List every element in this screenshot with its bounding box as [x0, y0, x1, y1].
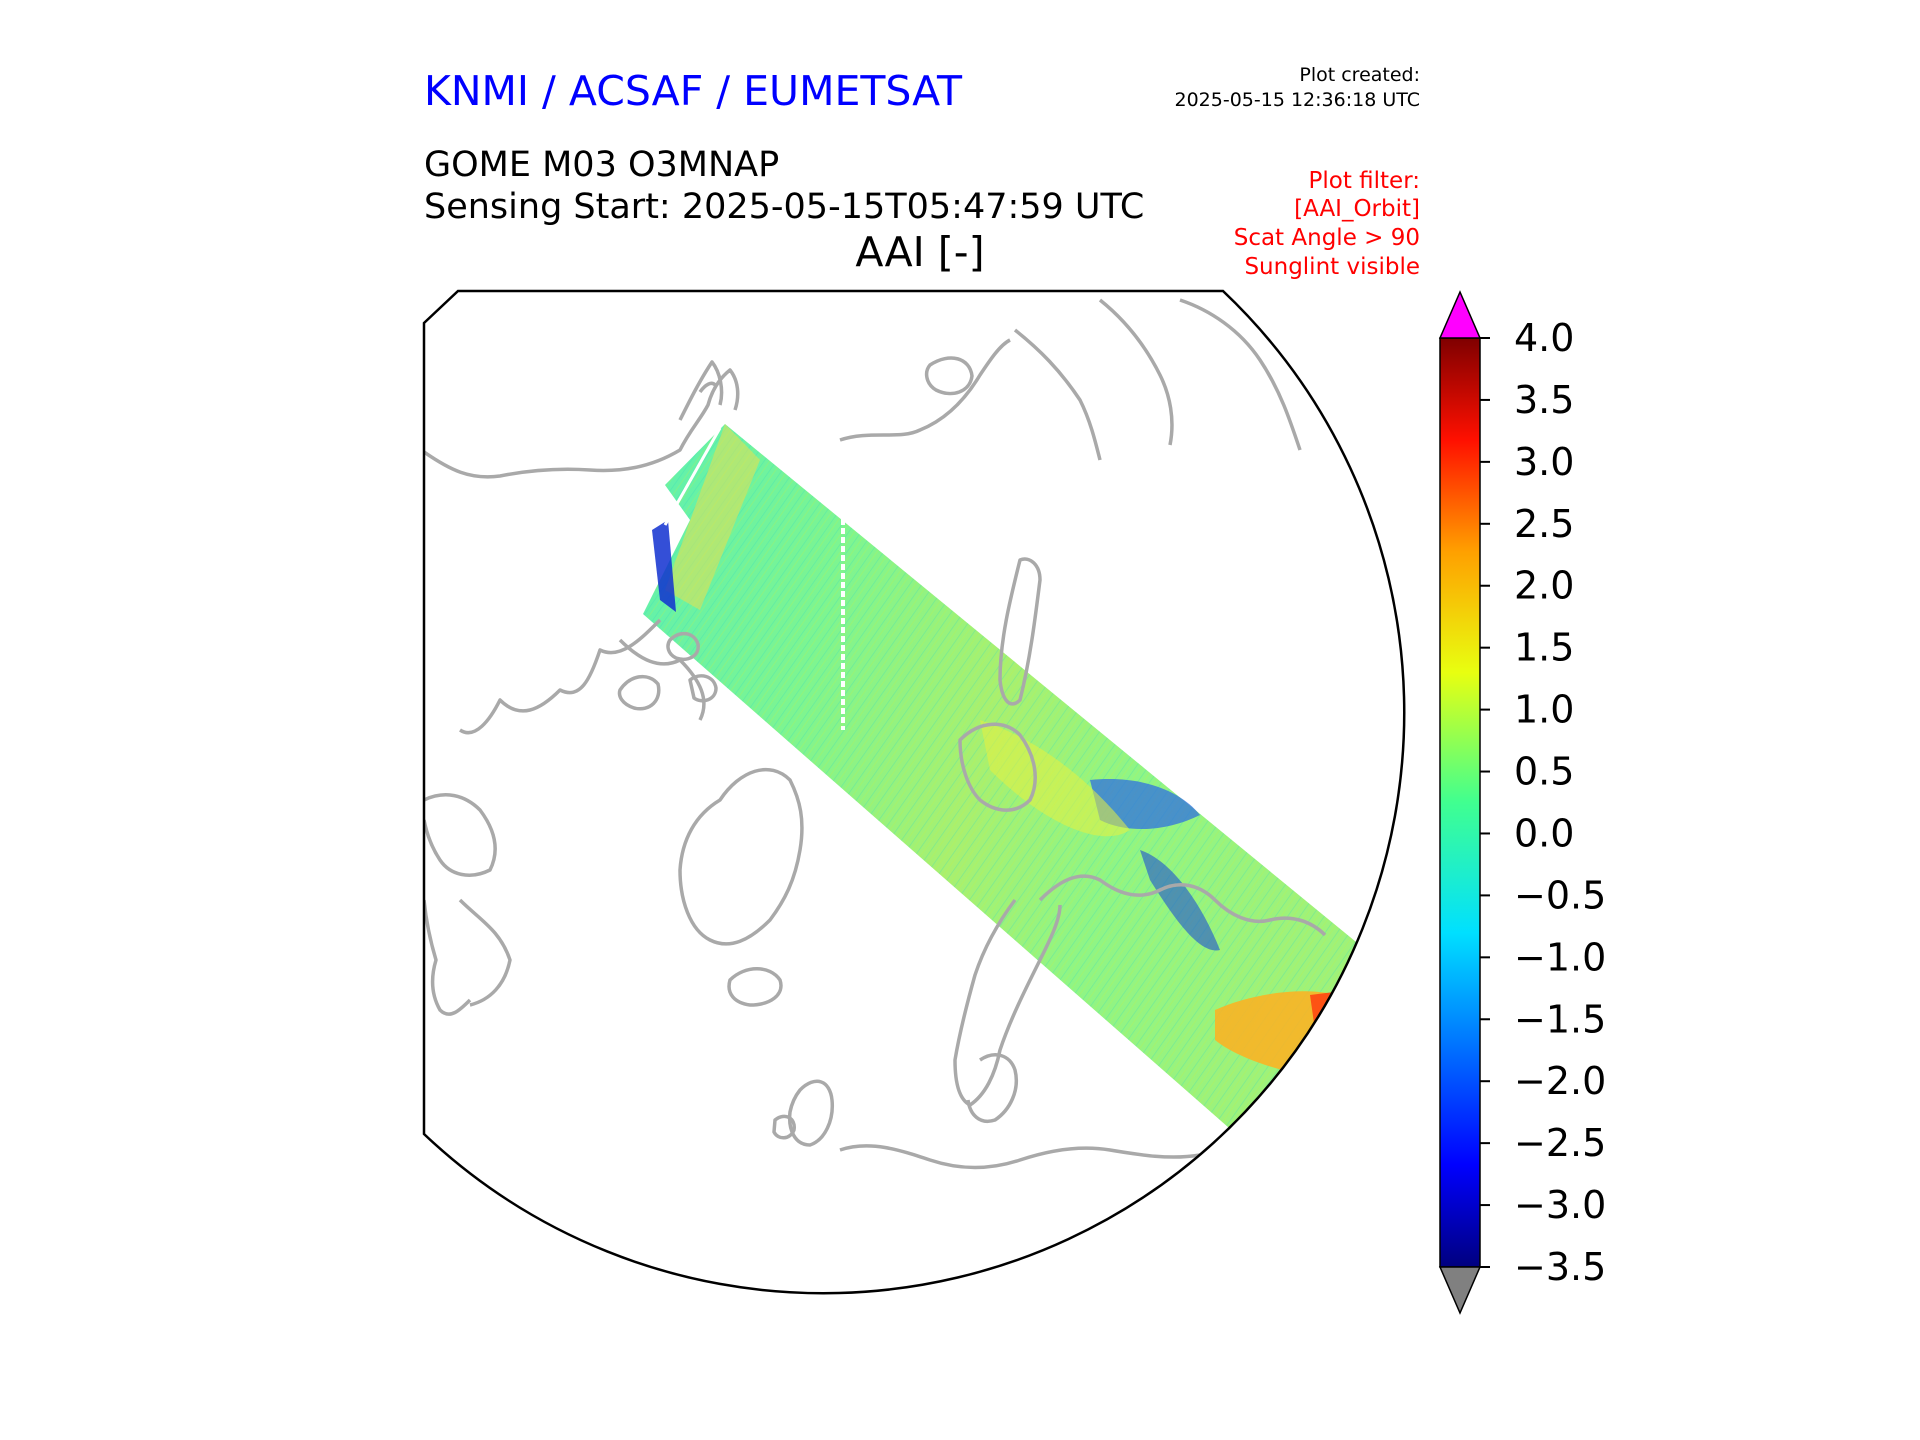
colorbar: 4.0 3.5 3.0 2.5 2.0 1.5 1.0 0.5 0.0 −0.5 −1.0 −1.5 −… — [1438, 290, 1606, 1315]
swath-yellow-patch — [980, 720, 1130, 837]
coastline-okhotsk — [1179, 298, 1302, 451]
swath-west-edge-strip — [665, 424, 760, 610]
colorbar-tick-label: 1.0 — [1514, 688, 1574, 732]
colorbar-over-extension — [1438, 290, 1482, 339]
coastline-taymyr — [958, 722, 1037, 812]
swath-edge-gap-line — [663, 427, 722, 526]
colorbar-tick-label: 4.0 — [1514, 316, 1574, 360]
plot-created-label: Plot created: — [1299, 64, 1420, 86]
chart-title: AAI [-] — [855, 228, 985, 276]
coastline-iceland — [727, 967, 783, 1007]
colorbar-tick-label: 0.0 — [1514, 811, 1574, 855]
colorbar-tick-label: 3.5 — [1514, 378, 1574, 422]
colorbar-tick-label: −2.5 — [1514, 1121, 1606, 1165]
coastline-kamchatka — [1098, 298, 1174, 446]
swath-blue-patch-2 — [1140, 850, 1220, 951]
coastline-siberia-east — [839, 338, 1011, 442]
coastline-north-america-west — [424, 368, 740, 479]
plot-filter-sunglint: Sunglint visible — [1244, 254, 1420, 280]
coastline-baltic — [966, 1053, 1018, 1123]
coastline-siberian-islands — [924, 356, 974, 396]
organization-title: KNMI / ACSAF / EUMETSAT — [424, 67, 963, 115]
colorbar-tick-label: −2.0 — [1514, 1059, 1606, 1103]
colorbar-tick-label: −1.5 — [1514, 997, 1606, 1041]
coastline-hudson-region — [424, 793, 512, 1007]
colorbar-tick-label: −1.0 — [1514, 935, 1606, 979]
colorbar-under-extension — [1438, 1266, 1482, 1315]
swath-west-edge-low-values — [652, 520, 676, 612]
colorbar-ticks: 4.0 3.5 3.0 2.5 2.0 1.5 1.0 0.5 0.0 −0.5 −1.0 −1.5 −… — [1480, 316, 1606, 1289]
colorbar-tick-label: 1.5 — [1514, 626, 1574, 670]
colorbar-tick-label: −0.5 — [1514, 873, 1606, 917]
plot-filter-scat-angle: Scat Angle > 90 — [1233, 225, 1420, 251]
colorbar-gradient — [1439, 337, 1481, 1268]
colorbar-tick-label: 0.5 — [1514, 750, 1574, 794]
coastline-chukotka — [1013, 328, 1102, 461]
map-area — [424, 291, 1405, 1294]
colorbar-tick-label: 3.0 — [1514, 440, 1574, 484]
plot-filter-orbit: [AAI_Orbit] — [1294, 196, 1420, 222]
map-boundary — [422, 289, 1406, 1295]
aai-swath — [643, 424, 1378, 1142]
coastline-labrador — [424, 899, 472, 1016]
sensing-start: Sensing Start: 2025-05-15T05:47:59 UTC — [424, 187, 1145, 227]
coastline-greenland — [678, 768, 804, 946]
coastline-alaska — [678, 360, 724, 421]
colorbar-tick-label: 2.0 — [1514, 564, 1574, 608]
plot-filter-label: Plot filter: — [1308, 168, 1420, 194]
colorbar-tick-label: −3.0 — [1514, 1183, 1606, 1227]
coastline-canadian-islands — [617, 631, 718, 711]
product-title: GOME M03 O3MNAP — [424, 145, 780, 185]
colorbar-tick-label: 2.5 — [1514, 502, 1574, 546]
plot-created-timestamp: 2025-05-15 12:36:18 UTC — [1174, 89, 1421, 111]
coastlines — [424, 298, 1327, 1170]
coastline-novaya-zemlya — [998, 557, 1042, 706]
colorbar-tick-label: −3.5 — [1514, 1245, 1606, 1289]
coastline-russia-north — [1038, 874, 1327, 937]
coastline-british-isles — [772, 1079, 834, 1147]
coastline-europe — [839, 1144, 1201, 1170]
